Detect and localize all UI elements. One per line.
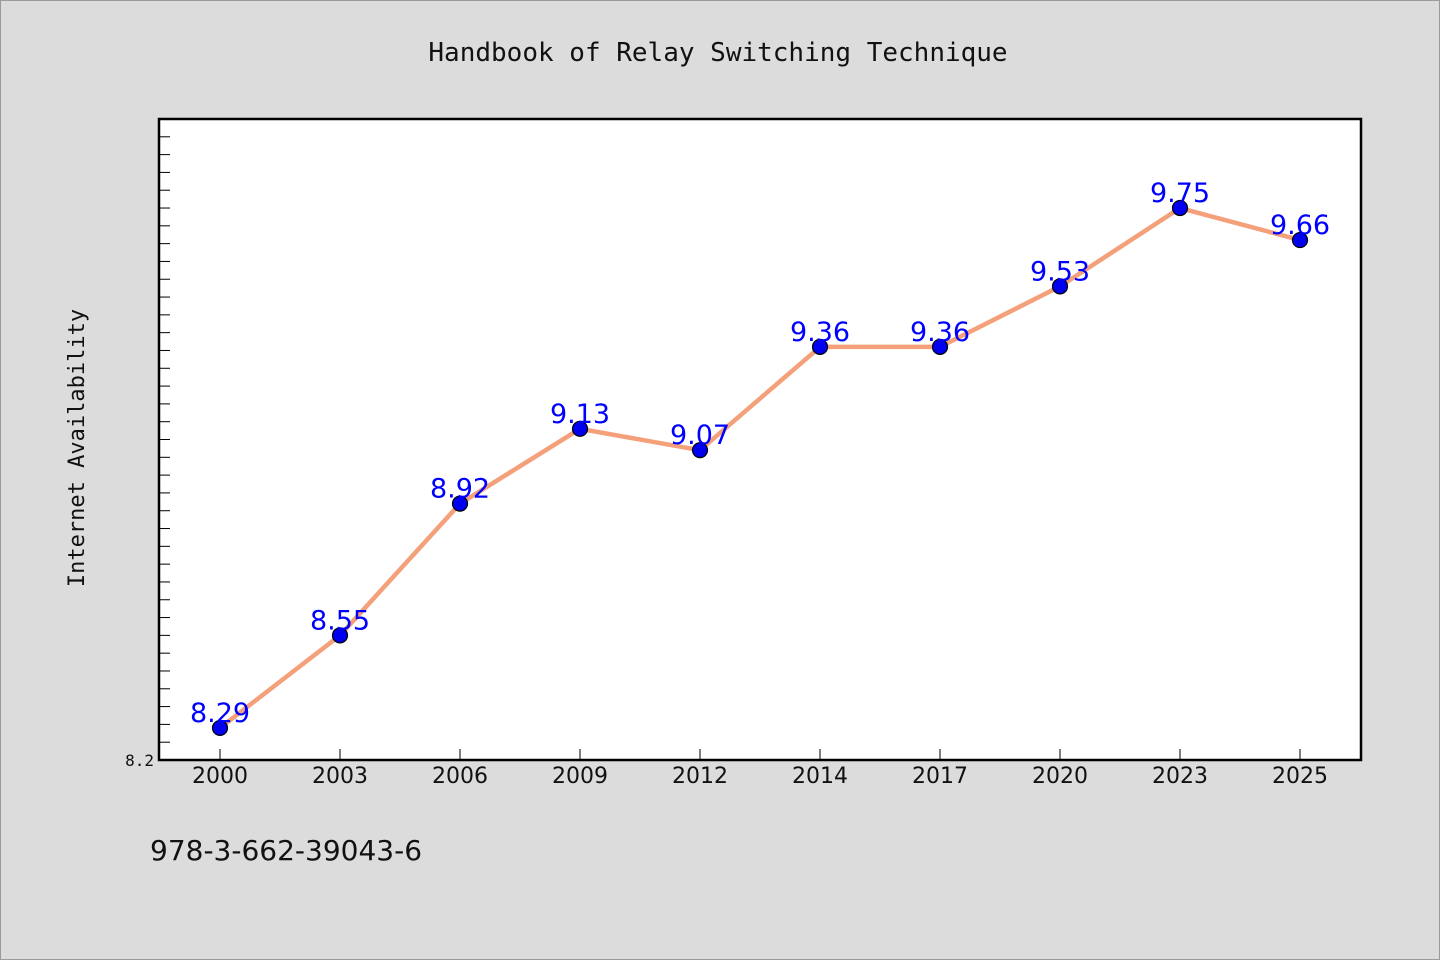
y-tick-label: 8.2 — [125, 751, 154, 770]
x-axis-ticks: 2000 2003 2006 2009 2012 2014 2017 2020 2023 2025 — [192, 749, 1328, 789]
x-tick-label: 2017 — [912, 764, 968, 789]
data-point — [931, 338, 949, 356]
series-line — [218, 205, 1301, 730]
x-tick-label: 2003 — [312, 764, 368, 789]
data-point — [811, 338, 829, 356]
data-label: 9.75 — [1150, 178, 1210, 209]
x-tick-label: 2000 — [192, 764, 248, 789]
data-point — [1291, 231, 1309, 249]
data-point — [691, 442, 709, 459]
data-series — [211, 199, 1309, 737]
x-tick-label: 2025 — [1272, 764, 1328, 789]
data-point — [571, 420, 589, 437]
x-tick-label: 2006 — [432, 764, 488, 789]
data-label: 9.36 — [790, 317, 850, 348]
data-label: 9.36 — [910, 317, 970, 348]
x-tick-label: 2023 — [1152, 764, 1208, 789]
data-label: 9.13 — [550, 399, 610, 430]
data-label: 8.29 — [190, 698, 250, 729]
data-label: 9.66 — [1270, 210, 1330, 241]
data-label: 8.55 — [310, 605, 370, 636]
data-point — [211, 719, 229, 737]
data-point — [1171, 199, 1189, 217]
y-axis-label: Internet Availability — [65, 309, 90, 587]
x-tick-label: 2014 — [792, 764, 848, 789]
chart-title: Handbook of Relay Switching Technique — [428, 38, 1007, 68]
x-tick-label: 2012 — [672, 764, 728, 789]
data-labels: 8.29 8.55 8.92 9.13 9.07 9.36 9.36 9.53 9.75 9.66 — [190, 178, 1330, 729]
data-point — [331, 627, 349, 644]
plot-area — [157, 117, 1363, 762]
x-tick-label: 2009 — [552, 764, 608, 789]
isbn-text: 978-3-662-39043-6 — [150, 834, 423, 867]
data-point — [1051, 278, 1069, 295]
y-axis-ticks: 8.2 — [125, 136, 170, 770]
data-point — [451, 495, 469, 512]
x-tick-label: 2020 — [1032, 764, 1088, 789]
data-label: 9.07 — [670, 420, 730, 451]
data-label: 8.92 — [430, 474, 490, 505]
data-label: 9.53 — [1030, 256, 1090, 287]
